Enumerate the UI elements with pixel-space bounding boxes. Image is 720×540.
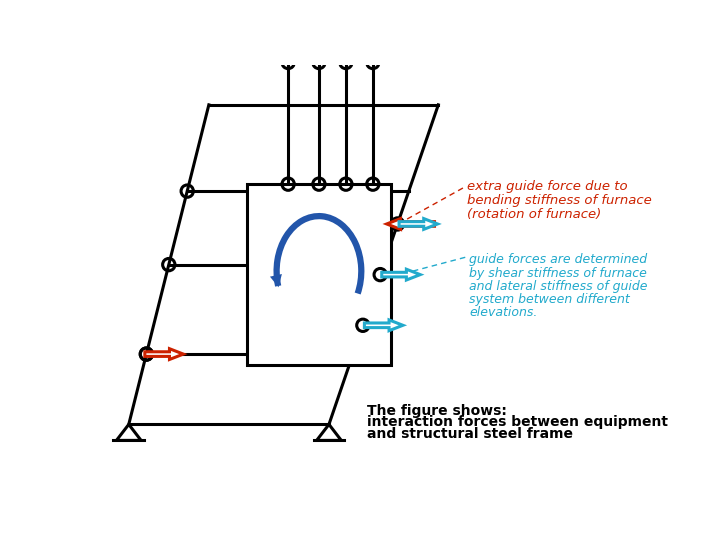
Text: bending stiffness of furnace: bending stiffness of furnace: [467, 194, 652, 207]
Polygon shape: [399, 219, 438, 230]
Text: by shear stiffness of furnace: by shear stiffness of furnace: [469, 267, 647, 280]
Polygon shape: [317, 424, 341, 441]
Text: system between different: system between different: [469, 293, 630, 306]
Polygon shape: [364, 320, 403, 330]
Text: (rotation of furnace): (rotation of furnace): [467, 208, 601, 221]
Text: extra guide force due to: extra guide force due to: [467, 180, 627, 193]
Text: The figure shows:: The figure shows:: [367, 403, 508, 417]
Text: and structural steel frame: and structural steel frame: [367, 427, 573, 441]
Polygon shape: [248, 184, 390, 365]
Polygon shape: [117, 424, 141, 441]
Text: elevations.: elevations.: [469, 306, 537, 319]
Text: interaction forces between equipment: interaction forces between equipment: [367, 415, 668, 429]
Polygon shape: [145, 349, 184, 360]
Polygon shape: [387, 219, 434, 230]
Text: and lateral stiffness of guide: and lateral stiffness of guide: [469, 280, 647, 293]
Polygon shape: [382, 269, 420, 280]
Text: guide forces are determined: guide forces are determined: [469, 253, 647, 266]
